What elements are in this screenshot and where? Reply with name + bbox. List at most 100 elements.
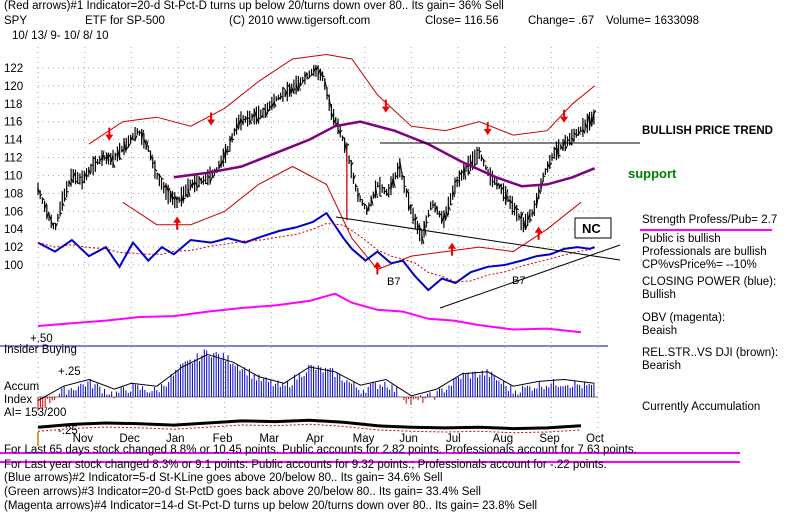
- insider-buying-label: Insider Buying: [4, 344, 77, 356]
- bullish-trend-label: BULLISH PRICE TREND: [642, 125, 773, 137]
- price-bar-close: [88, 168, 92, 175]
- price-bar-close: [227, 150, 230, 153]
- price-bar-close: [145, 140, 149, 150]
- price-bar-close: [496, 182, 500, 187]
- price-bar-close: [211, 174, 215, 179]
- nc-diverge-line-2: [439, 244, 621, 309]
- price-bar-close: [520, 211, 524, 219]
- price-bar-close: [141, 129, 145, 140]
- pros-bullish: Professionals are bullish: [642, 246, 767, 258]
- price-bar-close: [273, 101, 277, 108]
- price-bar-close: [443, 211, 447, 222]
- month-label: Sep: [539, 433, 559, 445]
- price-bars-layer: [37, 64, 597, 245]
- price-bar-close: [593, 110, 597, 114]
- price-bar-close: [297, 80, 301, 91]
- date-range: 10/ 13/ 9- 10/ 8/ 10: [12, 30, 109, 42]
- support-label: support: [628, 166, 677, 181]
- closing-power-ma: [37, 222, 595, 283]
- relstr-value: Bearish: [642, 360, 681, 372]
- price-bar-close: [55, 223, 59, 228]
- buy-arrow-head: [448, 242, 457, 249]
- public-bullish: Public is bullish: [642, 233, 721, 245]
- y-tick-label: 118: [4, 99, 22, 111]
- price-bar-close: [399, 160, 403, 174]
- price-bar-close: [463, 164, 467, 180]
- sell-arrow-head: [207, 119, 216, 126]
- price-bar-close: [564, 145, 568, 150]
- obv-label: OBV (magenta):: [642, 312, 726, 324]
- price-bar-close: [282, 87, 286, 90]
- price-bar-close: [42, 197, 45, 201]
- footer-line-2: For Last year stock changed 8.3% or 9.1 …: [4, 459, 607, 471]
- price-bar-close: [549, 162, 553, 166]
- y-tick-label: 104: [4, 224, 24, 236]
- nc-label: NC: [582, 221, 601, 236]
- y-tick-label: 108: [4, 188, 23, 200]
- price-bar-close: [209, 177, 213, 183]
- y-tick-label: 114: [4, 135, 23, 147]
- price-gridlines: [37, 47, 599, 440]
- accumulation-label: Currently Accumulation: [642, 401, 761, 413]
- price-bar-close: [542, 174, 546, 178]
- price-bar-close: [346, 143, 350, 147]
- closing-power-line: [37, 211, 595, 292]
- price-bar-close: [264, 110, 268, 118]
- b7-right-label: B7: [512, 275, 525, 287]
- price-bar-close: [392, 177, 396, 189]
- month-label: Oct: [586, 433, 605, 445]
- price-bar-close: [236, 122, 240, 131]
- price-bar-close: [161, 177, 164, 180]
- price-bar-close: [447, 205, 451, 211]
- plus50-label: +.50: [30, 333, 53, 345]
- sell-arrow-head: [381, 106, 390, 113]
- closing-power-value: Bullish: [642, 289, 676, 301]
- price-bar-close: [423, 220, 427, 236]
- price-bar-close: [353, 174, 356, 180]
- price-bar-close: [187, 187, 191, 197]
- obv-layer: [37, 292, 582, 334]
- price-bar-close: [483, 160, 486, 162]
- price-bar-close: [578, 130, 581, 135]
- nc-box: [574, 217, 612, 239]
- price-bar-close: [582, 128, 586, 134]
- close-value: Close= 116.56: [425, 15, 499, 27]
- price-bar-close: [538, 188, 542, 194]
- moving-average-line: [173, 120, 596, 188]
- nc-diverge-line-1: [335, 216, 621, 261]
- symbol: SPY: [4, 15, 28, 27]
- price-bar-close: [404, 185, 407, 188]
- price-bar-close: [249, 119, 253, 124]
- month-label: Mar: [259, 433, 279, 445]
- month-label: Nov: [73, 433, 94, 445]
- price-bar-close: [452, 190, 456, 198]
- footer-line-1: For Last 65 days stock changed 8.8% or 1…: [4, 444, 637, 456]
- month-label: Feb: [213, 433, 233, 445]
- price-bar-close: [414, 216, 418, 221]
- price-bar-close: [61, 201, 65, 207]
- y-tick-label: 112: [4, 153, 22, 165]
- y-tick-label: 102: [4, 242, 23, 254]
- price-bar-close: [59, 211, 63, 215]
- price-bar-close: [306, 76, 310, 80]
- price-bar-close: [339, 130, 343, 133]
- price-bar-close: [478, 150, 482, 154]
- lower-band: [122, 165, 582, 271]
- price-bar-close: [158, 174, 162, 178]
- price-bar-close: [112, 163, 116, 168]
- copyright: (C) 2010 www.tigersoft.com: [229, 15, 371, 27]
- price-bar-close: [288, 84, 292, 97]
- price-bar-close: [128, 143, 131, 148]
- y-tick-label: 106: [4, 206, 23, 218]
- price-bar-close: [150, 154, 153, 161]
- price-bar-close: [426, 221, 429, 224]
- accum-ma-line: [37, 353, 595, 402]
- price-y-axis: 100 102 104 106 108 110 112 114 116 118 120 122: [4, 63, 24, 272]
- closing-power-layer: [37, 211, 595, 292]
- y-tick-label: 116: [4, 117, 22, 129]
- price-bar-close: [485, 166, 489, 170]
- price-bar-close: [421, 235, 425, 245]
- footer-line-3: (Blue arrows)#2 Indicator=5-d St-KLine g…: [4, 472, 443, 484]
- accum-label: Accum: [4, 381, 40, 393]
- obv-value: Beaish: [642, 325, 678, 337]
